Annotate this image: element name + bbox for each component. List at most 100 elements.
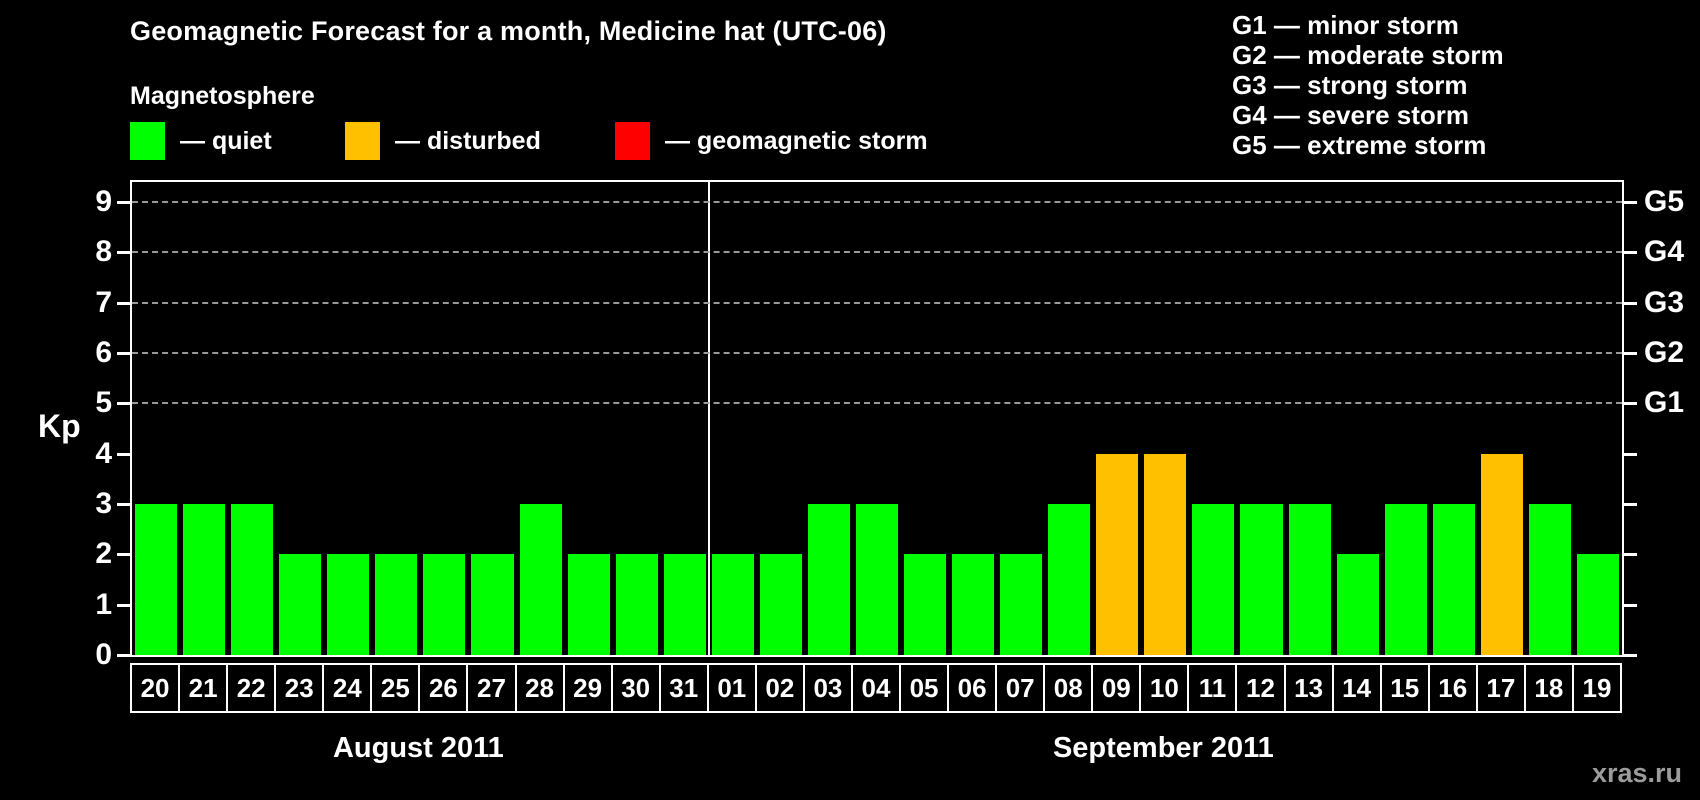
- y-axis-label-1: 1: [95, 587, 112, 621]
- kp-bar-day-29: [567, 554, 610, 655]
- page-title: Geomagnetic Forecast for a month, Medici…: [130, 16, 887, 46]
- legend-item-storm: — geomagnetic storm: [615, 122, 928, 160]
- gridline-kp8: [132, 251, 1622, 254]
- day-label-cell: 25: [370, 663, 421, 713]
- storm-scale-legend-g1: G1 — minor storm: [1232, 10, 1459, 40]
- y-axis-tick-left-1: [117, 603, 130, 607]
- kp-bar-day-12: [1240, 504, 1283, 655]
- day-label-cell: 23: [274, 663, 325, 713]
- month-label-august: August 2011: [332, 732, 504, 764]
- gridline-kp7: [132, 301, 1622, 304]
- y-axis-tick-right-7: [1624, 301, 1637, 305]
- storm-scale-legend-g2: G2 — moderate storm: [1232, 40, 1504, 70]
- g-axis-label-g2: G2: [1644, 336, 1685, 370]
- y-axis-tick-left-9: [117, 201, 130, 205]
- day-label-cell: 03: [802, 663, 853, 713]
- disturbed-color-swatch: [345, 122, 380, 160]
- legend-item-disturbed: — disturbed: [345, 122, 541, 160]
- day-label-cell: 19: [1571, 663, 1622, 713]
- y-axis-label-7: 7: [95, 285, 112, 319]
- y-axis-label-5: 5: [95, 386, 112, 420]
- day-label-cell: 10: [1139, 663, 1190, 713]
- y-axis-tick-left-3: [117, 503, 130, 506]
- y-axis-tick-right-0: [1624, 654, 1637, 657]
- day-label-cell: 09: [1091, 663, 1142, 713]
- g-axis-label-g3: G3: [1644, 285, 1685, 319]
- day-label-cell: 11: [1187, 663, 1238, 713]
- kp-bar-day-26: [423, 554, 466, 655]
- kp-bar-day-22: [231, 504, 274, 655]
- day-label-cell: 20: [130, 663, 181, 713]
- day-label-cell: 14: [1331, 663, 1382, 713]
- kp-bar-day-10: [1144, 453, 1187, 655]
- day-label-cell: 31: [658, 663, 709, 713]
- storm-scale-legend-g4: G4 — severe storm: [1232, 100, 1470, 130]
- day-label-cell: 30: [610, 663, 661, 713]
- kp-bar-day-14: [1336, 554, 1379, 655]
- kp-bar-day-25: [375, 554, 418, 655]
- kp-bar-day-20: [135, 504, 178, 655]
- day-label-cell: 05: [899, 663, 950, 713]
- day-label-cell: 16: [1427, 663, 1478, 713]
- legend-heading: Magnetosphere: [130, 82, 315, 110]
- day-label-cell: 27: [466, 663, 517, 713]
- kp-bar-day-04: [855, 504, 899, 655]
- legend-item-label: — disturbed: [395, 126, 541, 155]
- kp-bar-day-23: [279, 554, 322, 655]
- kp-bar-day-19: [1576, 554, 1619, 655]
- y-axis-label-3: 3: [95, 487, 112, 520]
- g-axis-label-g5: G5: [1644, 185, 1685, 219]
- kp-bar-day-03: [807, 504, 850, 655]
- gridline-kp6: [132, 352, 1622, 355]
- storm-scale-legend-g5: G5 — extreme storm: [1232, 130, 1487, 160]
- kp-bar-day-02: [759, 554, 802, 655]
- kp-bar-day-16: [1432, 504, 1475, 655]
- day-label-cell: 18: [1523, 663, 1574, 713]
- kp-bar-day-08: [1048, 504, 1091, 655]
- day-label-cell: 22: [226, 663, 277, 713]
- storm-scale-legend: G1 — minor storm G2 — moderate storm G3 …: [1232, 10, 1504, 160]
- y-axis-tick-right-6: [1624, 352, 1637, 356]
- day-label-cell: 08: [1043, 663, 1094, 713]
- gridline-kp5: [132, 402, 1622, 405]
- month-label-september: September 2011: [1052, 732, 1274, 764]
- kp-bar-day-21: [183, 504, 226, 655]
- day-label-cell: 12: [1235, 663, 1286, 713]
- y-axis-tick-right-9: [1624, 201, 1637, 205]
- kp-bar-day-11: [1192, 504, 1235, 655]
- day-label-cell: 29: [562, 663, 613, 713]
- y-axis-tick-right-1: [1624, 603, 1637, 607]
- gridline-kp9: [132, 201, 1622, 204]
- legend-item-label: — geomagnetic storm: [665, 126, 928, 155]
- day-label-cell: 07: [995, 663, 1046, 713]
- kp-bar-day-24: [327, 554, 370, 655]
- kp-bar-day-28: [519, 504, 562, 655]
- day-label-cell: 04: [850, 663, 902, 713]
- day-label-cell: 02: [754, 663, 805, 713]
- kp-bar-day-30: [615, 554, 658, 655]
- y-axis-tick-left-4: [117, 452, 130, 456]
- day-label-cell: 01: [706, 663, 757, 713]
- y-axis-tick-left-0: [117, 654, 130, 657]
- day-label-cell: 24: [322, 663, 373, 713]
- y-axis-title: Kp: [38, 408, 81, 444]
- kp-bar-day-15: [1384, 504, 1427, 655]
- y-axis-label-8: 8: [95, 235, 112, 269]
- y-axis-tick-left-2: [117, 553, 130, 557]
- kp-bar-day-17: [1480, 453, 1523, 655]
- day-label-cell: 06: [947, 663, 998, 713]
- watermark: xras.ru: [1591, 758, 1682, 788]
- kp-bar-day-09: [1096, 453, 1139, 655]
- day-label-cell: 15: [1379, 663, 1430, 713]
- kp-bar-day-31: [663, 554, 706, 655]
- y-axis-label-4: 4: [95, 436, 112, 470]
- y-axis-label-2: 2: [95, 537, 112, 571]
- g-axis-label-g1: G1: [1644, 386, 1685, 420]
- day-label-cell: 17: [1475, 663, 1526, 713]
- kp-bar-day-07: [1000, 554, 1043, 655]
- plot-area: [130, 180, 1624, 657]
- kp-bar-day-27: [471, 554, 514, 655]
- y-axis-tick-right-3: [1624, 503, 1637, 506]
